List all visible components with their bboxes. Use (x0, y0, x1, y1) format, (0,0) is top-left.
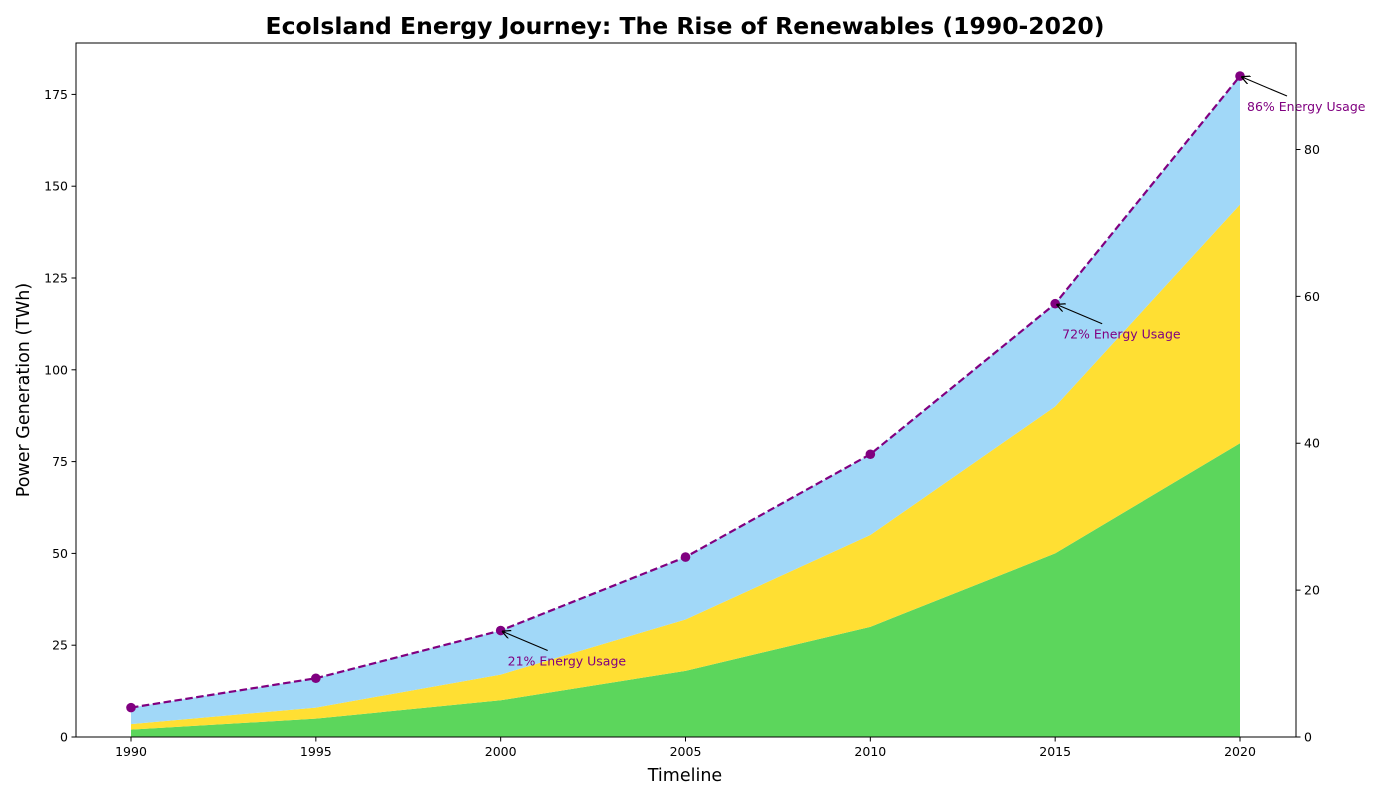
y2-tick-label: 40 (1304, 436, 1320, 451)
x-tick-label: 1990 (115, 744, 147, 759)
line-marker (126, 702, 136, 713)
x-axis: 1990 1995 2000 2005 2010 2015 2020 (115, 737, 1256, 759)
area-layer-3 (131, 76, 1240, 725)
x-tick-label: 2015 (1039, 744, 1071, 759)
y-tick-label: 75 (52, 454, 68, 469)
area-layers (131, 76, 1240, 737)
chart-title: EcoIsland Energy Journey: The Rise of Re… (266, 12, 1105, 40)
annotation-arrow (503, 632, 548, 652)
annotation-label: 86% Energy Usage (1247, 99, 1366, 114)
line-marker (495, 625, 506, 636)
annotation-arrow (1242, 77, 1288, 97)
x-axis-title: Timeline (647, 766, 722, 786)
annotations: 21% Energy Usage 72% Energy Usage 86% Ener… (503, 77, 1366, 669)
y-axis-left: 0 25 50 75 100 125 150 175 (44, 87, 76, 745)
area-layer-1 (131, 443, 1240, 737)
y-tick-label: 100 (44, 362, 68, 377)
y-tick-label: 50 (52, 546, 68, 561)
line-marker (865, 449, 876, 460)
y2-tick-label: 0 (1304, 730, 1312, 745)
line-marker (311, 673, 321, 684)
y-tick-label: 175 (44, 87, 68, 102)
line-marker (1050, 298, 1060, 309)
y2-tick-label: 20 (1304, 583, 1320, 598)
x-tick-label: 1995 (300, 744, 332, 759)
y2-tick-label: 60 (1304, 289, 1320, 304)
y2-tick-label: 80 (1304, 142, 1320, 157)
area-layer-2 (131, 204, 1240, 730)
line-marker (680, 552, 691, 562)
x-tick-label: 2020 (1224, 744, 1256, 759)
y-tick-label: 150 (44, 179, 68, 194)
x-tick-label: 2005 (670, 744, 702, 759)
y-tick-label: 125 (44, 271, 68, 286)
line-marker (1235, 71, 1245, 81)
y-tick-label: 0 (60, 730, 68, 745)
y-axis-right: 0 20 40 60 80 (1296, 142, 1320, 745)
annotation-label: 21% Energy Usage (508, 654, 627, 669)
y-tick-label: 25 (52, 638, 68, 653)
annotation-arrow (1057, 305, 1103, 325)
x-tick-label: 2000 (485, 744, 517, 759)
x-tick-label: 2010 (854, 744, 886, 759)
annotation-label: 72% Energy Usage (1062, 327, 1181, 342)
y-axis-title: Power Generation (TWh) (14, 283, 34, 497)
